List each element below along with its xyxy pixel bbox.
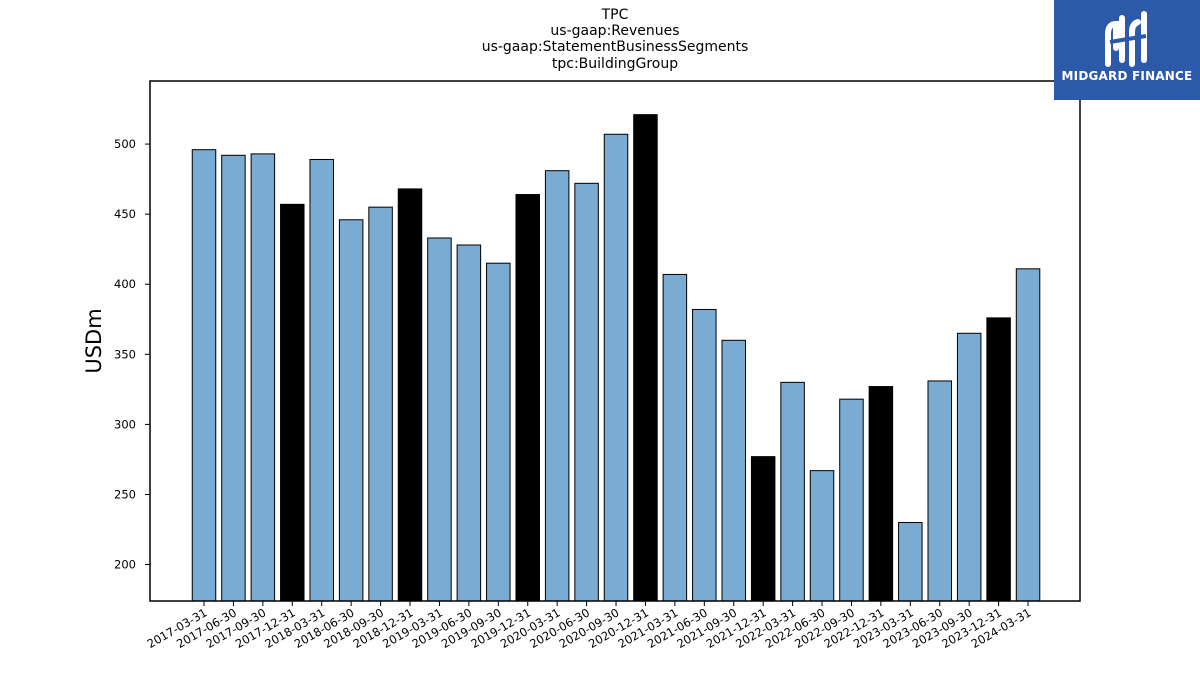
- midgard-logo-icon: [1105, 11, 1147, 67]
- bar: [368, 206, 393, 602]
- chart-title-line-2: us-gaap:Revenues: [550, 23, 680, 39]
- y-tick-label: 350: [114, 347, 136, 361]
- bar: [721, 339, 746, 602]
- bar: [221, 154, 246, 602]
- y-tick-label: 450: [114, 207, 136, 221]
- bar: [427, 237, 452, 602]
- bar: [692, 308, 717, 602]
- plot-frame: [149, 80, 1081, 602]
- bar: [927, 380, 952, 602]
- bar: [780, 381, 805, 602]
- logo-text: MIDGARD FINANCE: [1061, 69, 1193, 83]
- bar: [309, 158, 334, 602]
- y-tick-label: 200: [114, 558, 136, 572]
- bar: [191, 149, 217, 602]
- bar: [280, 203, 305, 602]
- bar: [898, 522, 923, 602]
- midgard-finance-logo: MIDGARD FINANCE: [1054, 0, 1200, 100]
- bar: [338, 219, 364, 602]
- bar: [456, 244, 482, 602]
- bar: [839, 398, 864, 602]
- bar: [809, 470, 835, 602]
- chart-title-line-1: TPC: [601, 7, 629, 23]
- bar: [986, 317, 1011, 602]
- bar: [956, 332, 982, 602]
- y-tick-label: 300: [114, 417, 136, 431]
- bar: [250, 153, 276, 602]
- chart-title-line-4: tpc:BuildingGroup: [551, 56, 679, 72]
- bar: [515, 194, 540, 602]
- bar: [486, 262, 511, 602]
- y-tick-label: 500: [114, 137, 136, 151]
- bar: [397, 188, 423, 602]
- bar: [603, 133, 629, 602]
- bar: [868, 386, 894, 602]
- y-tick-label: 400: [114, 277, 136, 291]
- bar: [544, 170, 570, 602]
- chart-title-line-3: us-gaap:StatementBusinessSegments: [481, 39, 749, 55]
- y-tick-label: 250: [114, 487, 136, 501]
- bar: [1015, 268, 1041, 602]
- bar: [633, 114, 658, 602]
- bar: [750, 456, 776, 602]
- y-axis-label: USDm: [82, 308, 106, 373]
- bar: [574, 182, 599, 602]
- bar: [662, 273, 688, 602]
